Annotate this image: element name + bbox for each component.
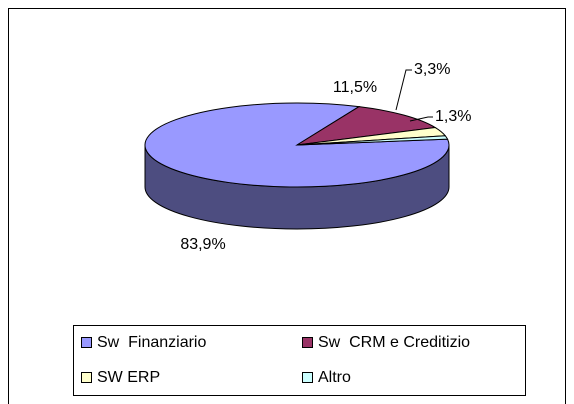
legend-swatch xyxy=(81,337,92,348)
legend-swatch xyxy=(302,337,313,348)
legend-label: Altro xyxy=(318,369,351,386)
data-label: 11,5% xyxy=(333,79,377,96)
data-label: 1,3% xyxy=(435,108,471,125)
legend-swatch xyxy=(302,372,313,383)
pie-slice xyxy=(144,102,450,188)
data-label: 83,9% xyxy=(180,236,225,253)
leader-line xyxy=(395,69,412,111)
legend-box xyxy=(73,325,526,396)
leader-line xyxy=(409,116,433,122)
pie-slice xyxy=(296,135,449,146)
legend-swatch xyxy=(81,372,92,383)
pie-slice xyxy=(296,106,437,146)
legend-label: Sw Finanziario xyxy=(97,334,206,351)
legend-label: SW ERP xyxy=(97,369,160,386)
data-label: 3,3% xyxy=(414,61,450,78)
legend-label: Sw CRM e Creditizio xyxy=(318,334,470,351)
